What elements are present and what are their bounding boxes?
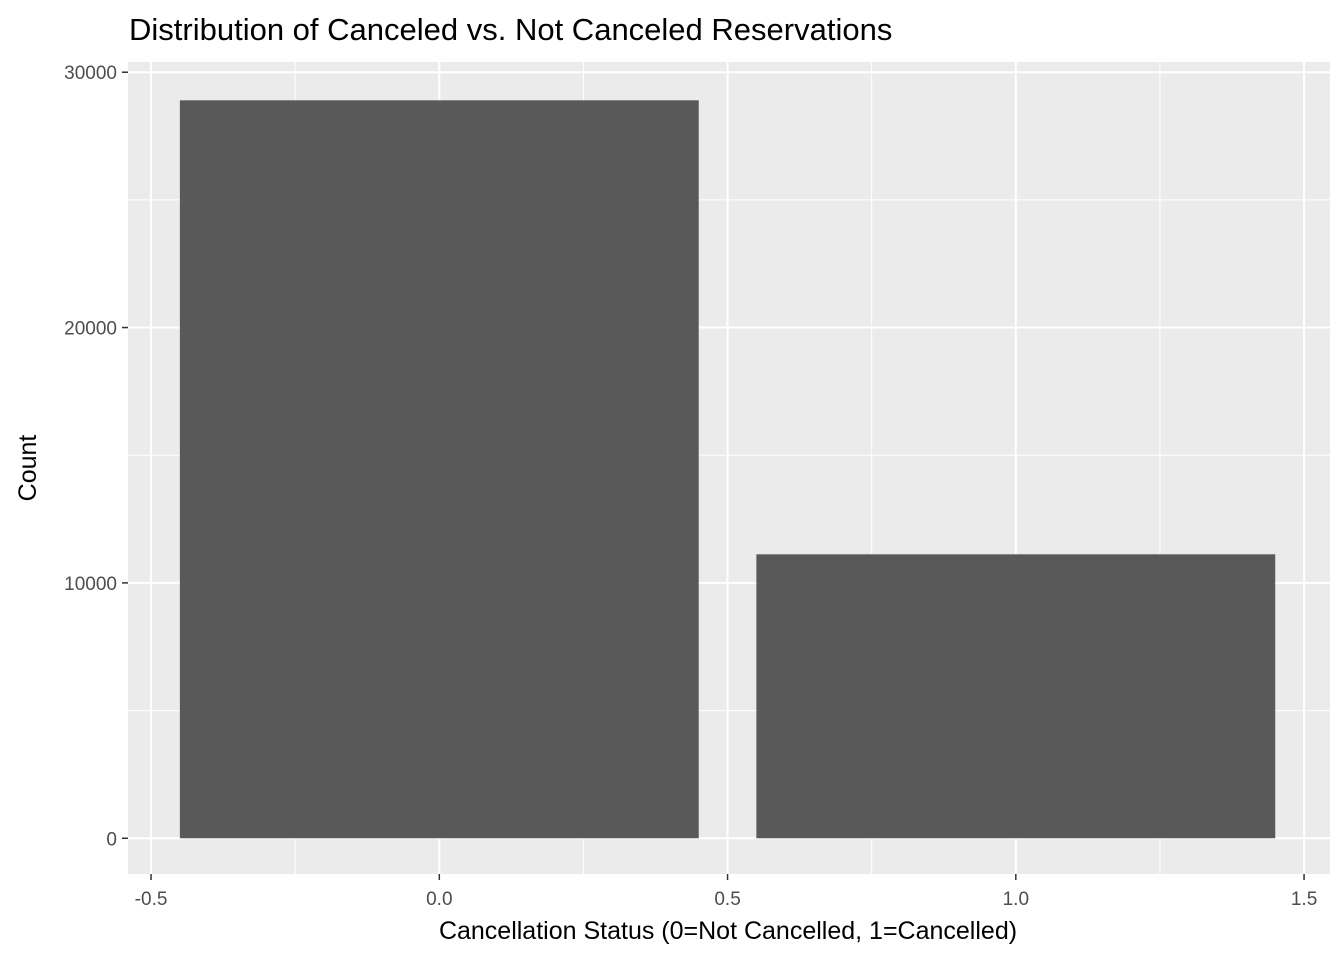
x-axis: -0.5 0.0 0.5 1.0 1.5 <box>135 874 1317 910</box>
x-tick-label: -0.5 <box>135 889 168 910</box>
y-axis: 0 10000 20000 30000 <box>64 63 128 850</box>
x-tick-label: 1.5 <box>1291 889 1317 910</box>
x-tick-label: 0.0 <box>426 889 452 910</box>
y-tick-label: 0 <box>106 829 117 850</box>
y-tick-label: 10000 <box>64 574 117 595</box>
bar <box>179 100 699 839</box>
x-tick-label: 1.0 <box>1003 889 1029 910</box>
y-tick-label: 20000 <box>64 319 117 340</box>
x-axis-title: Cancellation Status (0=Not Cancelled, 1=… <box>439 917 1017 945</box>
bar <box>756 554 1276 839</box>
x-tick-label: 0.5 <box>714 889 740 910</box>
chart-title: Distribution of Canceled vs. Not Cancele… <box>129 12 892 47</box>
bars <box>179 100 1276 839</box>
y-axis-title: Count <box>14 435 42 502</box>
y-tick-label: 30000 <box>64 63 117 84</box>
